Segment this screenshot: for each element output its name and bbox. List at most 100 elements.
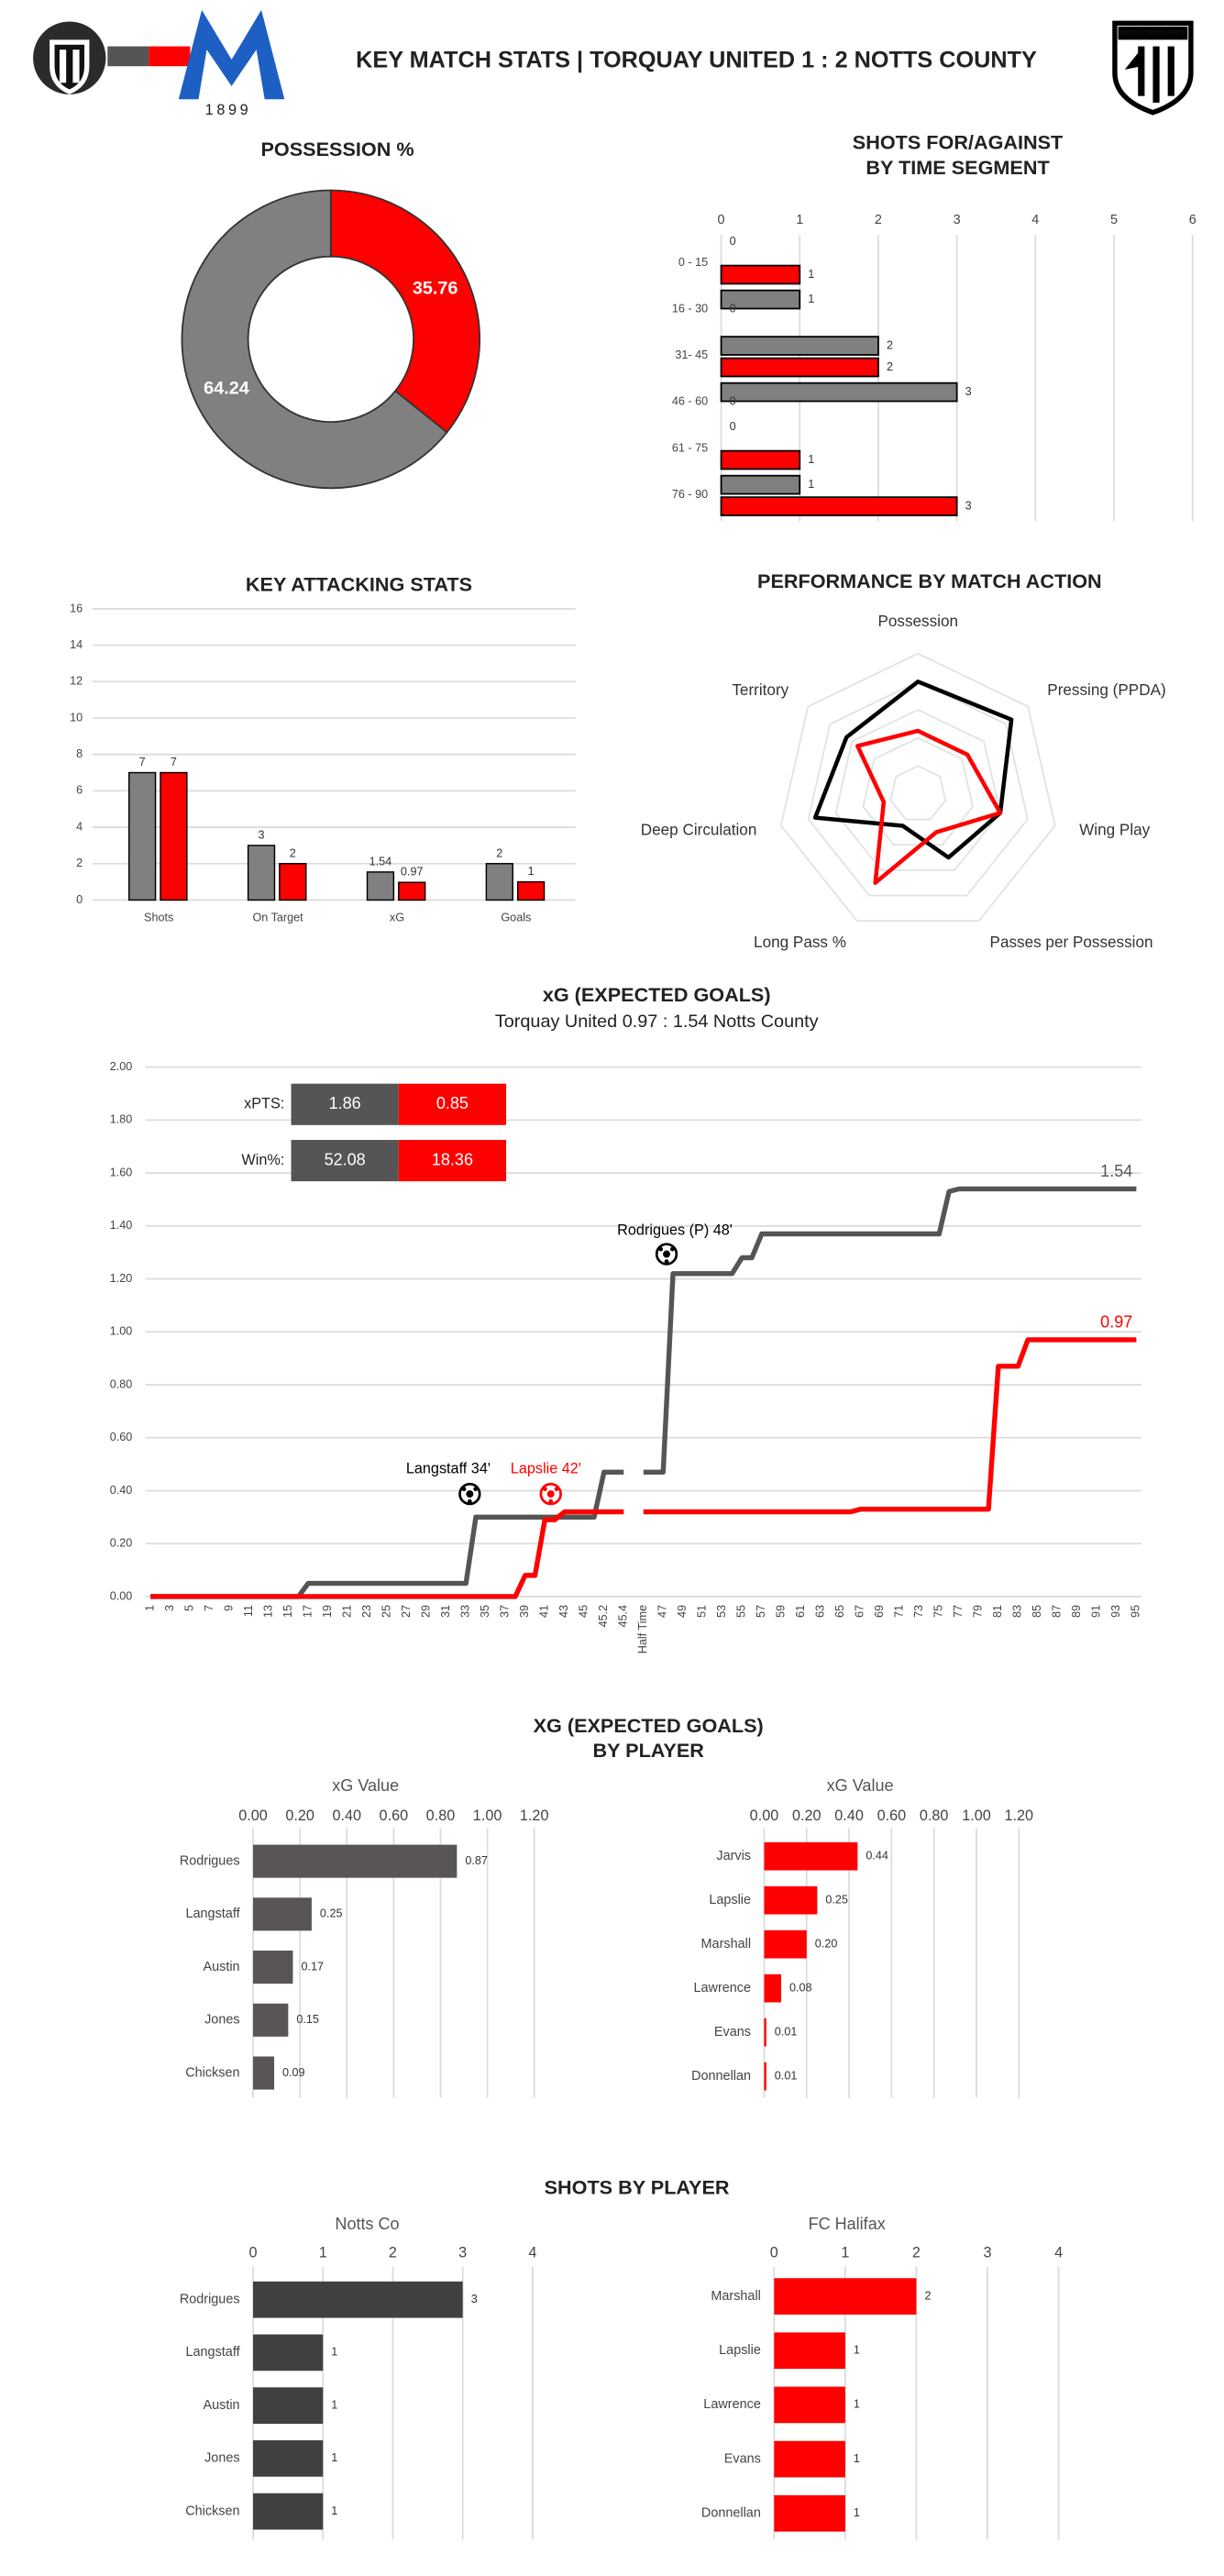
y-tick-label: Rodrigues bbox=[180, 2292, 240, 2306]
x-tick-label: 65 bbox=[833, 1605, 846, 1618]
y-tick-label: Chicksen bbox=[185, 2065, 239, 2080]
ball-patch bbox=[543, 1487, 547, 1492]
y-tick-label: 0 - 15 bbox=[678, 256, 708, 269]
bar bbox=[774, 2440, 845, 2478]
x-tick-label: 67 bbox=[854, 1605, 866, 1618]
value-label: 0 bbox=[730, 395, 736, 408]
x-tick-label: 53 bbox=[715, 1605, 728, 1618]
x-tick-label: 87 bbox=[1051, 1605, 1064, 1618]
y-tick-label: Lapslie bbox=[719, 2343, 761, 2358]
x-tick-label: 15 bbox=[281, 1605, 294, 1618]
x-tick-label: 1.00 bbox=[962, 1808, 991, 1824]
brand-logo: NOTTS COUNTY STATS bbox=[1112, 20, 1194, 116]
value-label: 0.01 bbox=[775, 2069, 798, 2082]
x-tick-label: 3 bbox=[954, 213, 961, 227]
x-tick-label: 69 bbox=[873, 1605, 886, 1618]
axis-label: Passes per Possession bbox=[990, 933, 1153, 951]
axis-label: Pressing (PPDA) bbox=[1047, 680, 1165, 699]
table-cell bbox=[398, 1140, 507, 1182]
x-tick-label: 0 bbox=[770, 2244, 778, 2261]
y-tick-label: Austin bbox=[203, 2398, 239, 2413]
y-tick-label: Chicksen bbox=[185, 2504, 239, 2518]
axis-label: Territory bbox=[732, 680, 788, 699]
value-label: 1 bbox=[331, 2504, 337, 2517]
y-tick-label: Jarvis bbox=[716, 1849, 751, 1863]
x-tick-label: Goals bbox=[501, 912, 531, 924]
y-tick-label: Austin bbox=[203, 1960, 239, 1974]
bar bbox=[720, 449, 801, 470]
y-tick-label: Evans bbox=[724, 2451, 761, 2466]
bar bbox=[720, 264, 801, 285]
bar bbox=[774, 2278, 917, 2315]
bar bbox=[720, 357, 879, 378]
x-tick-label: 0.40 bbox=[834, 1808, 864, 1824]
y-tick-label: 46 - 60 bbox=[672, 395, 708, 408]
x-tick-label: On Target bbox=[253, 912, 304, 924]
y-tick-label: 0 bbox=[76, 893, 83, 906]
x-tick-label: 37 bbox=[499, 1605, 512, 1618]
x-tick-label: 3 bbox=[984, 2244, 992, 2261]
y-tick-label: 1.80 bbox=[110, 1113, 133, 1126]
value-label: 2 bbox=[496, 846, 502, 859]
value-label: 0.20 bbox=[815, 1937, 838, 1950]
value-label: 0.25 bbox=[825, 1894, 848, 1907]
x-tick-label: 75 bbox=[932, 1605, 945, 1618]
bar bbox=[774, 2386, 845, 2424]
x-tick-label: 19 bbox=[321, 1605, 334, 1618]
x-tick-label: 81 bbox=[991, 1605, 1004, 1618]
ball-patch bbox=[546, 1490, 555, 1498]
section-title: XG (EXPECTED GOALS) bbox=[534, 1714, 764, 1737]
x-tick-label: 1.00 bbox=[473, 1808, 502, 1824]
radar-series bbox=[855, 728, 1003, 885]
x-tick-label: 2 bbox=[389, 2244, 397, 2261]
y-tick-label: 1.60 bbox=[110, 1166, 133, 1178]
x-tick-label: 93 bbox=[1109, 1605, 1122, 1618]
table-value: 18.36 bbox=[432, 1150, 473, 1168]
value-label: 1 bbox=[854, 2506, 860, 2519]
y-tick-label: Marshall bbox=[711, 2289, 761, 2304]
value-label: 0.97 bbox=[401, 866, 424, 879]
bar bbox=[720, 336, 879, 356]
x-tick-label: 1 bbox=[796, 213, 803, 227]
x-tick-label: 25 bbox=[380, 1605, 393, 1618]
x-tick-label: 7 bbox=[203, 1605, 215, 1611]
value-label: 1 bbox=[808, 478, 814, 491]
table-value: 1.86 bbox=[329, 1094, 361, 1112]
y-tick-label: Lawrence bbox=[703, 2397, 761, 2412]
bar bbox=[253, 2003, 289, 2037]
chart-title: SHOTS FOR/AGAINST bbox=[853, 131, 1063, 154]
bar bbox=[764, 1929, 807, 1959]
y-tick-label: Langstaff bbox=[186, 1907, 241, 1921]
table-label: xPTS: bbox=[244, 1096, 284, 1112]
y-tick-label: Lawrence bbox=[693, 1981, 751, 1996]
section-title: BY PLAYER bbox=[592, 1739, 704, 1762]
x-tick-label: 0.20 bbox=[285, 1808, 314, 1824]
y-tick-label: 0.60 bbox=[110, 1431, 133, 1443]
bar bbox=[764, 2018, 766, 2047]
y-tick-label: Jones bbox=[204, 2451, 239, 2466]
y-tick-label: Jones bbox=[204, 2013, 239, 2028]
value-label: 3 bbox=[965, 499, 972, 512]
page-title: KEY MATCH STATS | TORQUAY UNITED 1 : 2 N… bbox=[356, 47, 1037, 72]
value-label: 1 bbox=[528, 865, 535, 878]
annotation: Rodrigues (P) 48' bbox=[617, 1222, 733, 1239]
y-tick-label: Lapslie bbox=[709, 1893, 751, 1907]
axis-label: Possession bbox=[877, 612, 958, 630]
end-label: 1.54 bbox=[1100, 1162, 1132, 1180]
table-cell bbox=[398, 1083, 507, 1125]
bar bbox=[764, 1841, 858, 1871]
axis-title: xG Value bbox=[827, 1776, 894, 1795]
bar bbox=[774, 2494, 845, 2532]
x-tick-label: 4 bbox=[528, 2244, 536, 2261]
brand-text: NOTTS COUNTY STATS bbox=[1121, 30, 1185, 37]
y-tick-label: 61 - 75 bbox=[672, 441, 708, 454]
x-tick-label: 17 bbox=[302, 1605, 314, 1618]
x-tick-label: 41 bbox=[538, 1605, 551, 1618]
x-tick-label: 0.00 bbox=[238, 1808, 268, 1824]
value-label: 1 bbox=[808, 453, 814, 466]
x-tick-label: 4 bbox=[1054, 2244, 1063, 2261]
ball-patch bbox=[466, 1490, 474, 1498]
grid-ring bbox=[889, 765, 947, 821]
